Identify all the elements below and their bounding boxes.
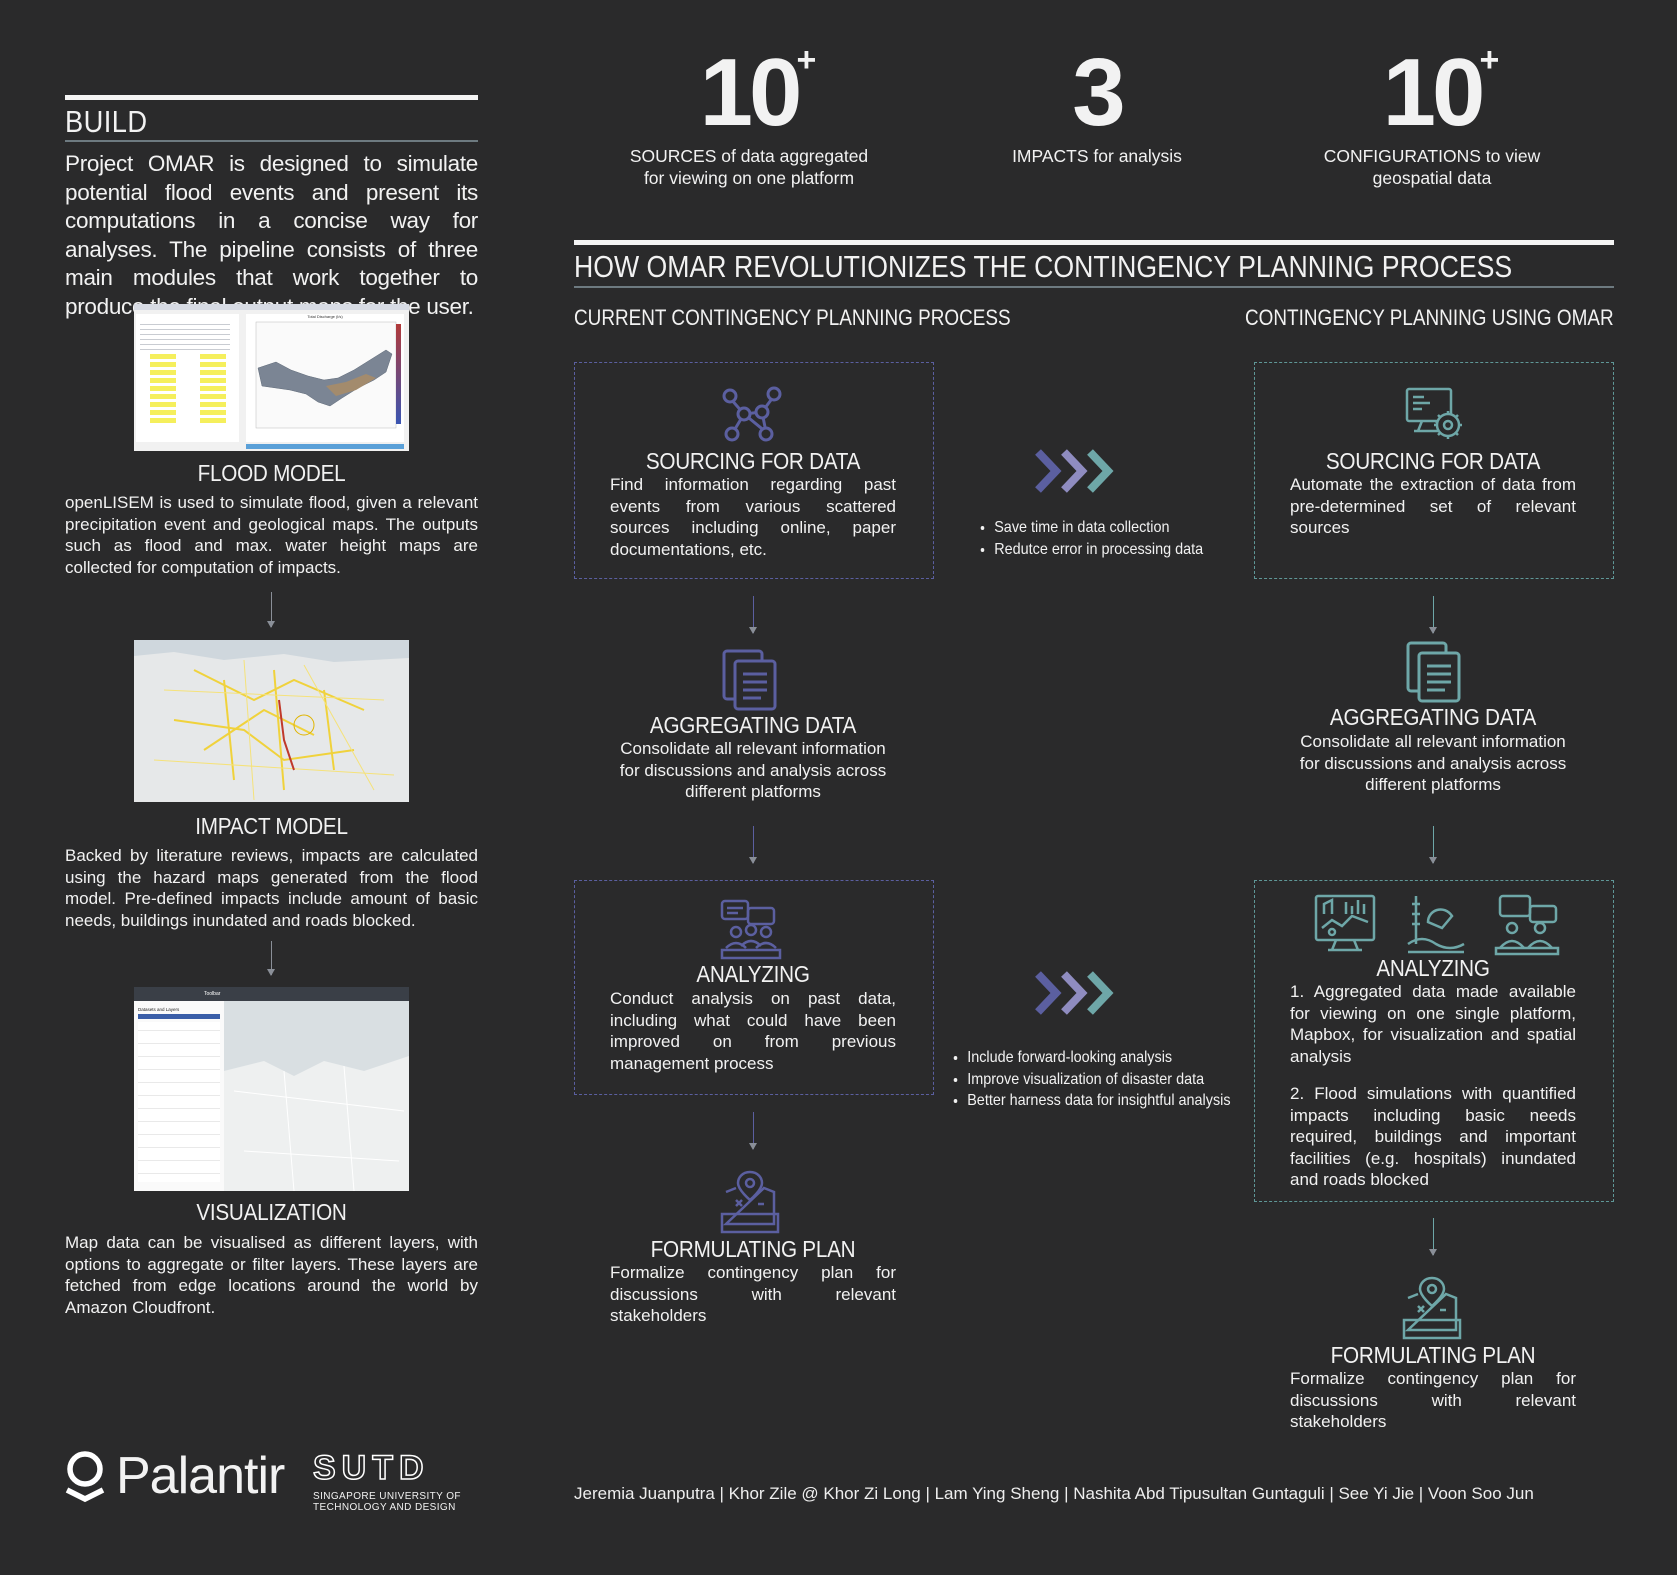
parameter-panel [136, 314, 239, 442]
omar-aggregating-title: AGGREGATING DATA [1329, 704, 1537, 730]
omar-analyzing-title: ANALYZING [1376, 955, 1490, 981]
omar-analyzing-desc-2: 2. Flood simulations with quantified imp… [1290, 1084, 1576, 1189]
benefits-list-2: Include forward-looking analysis Improve… [951, 1047, 1230, 1112]
layers-panel: Datasets and Layers [134, 1001, 224, 1191]
visualization-screenshot: Toolbar Datasets and Layers [134, 987, 409, 1191]
meeting-icon [720, 899, 782, 960]
current-plan-desc: Formalize contingency plan for discussio… [610, 1263, 896, 1325]
flow-arrow [1429, 1218, 1437, 1256]
omar-sourcing-desc: Automate the extraction of data from pre… [1290, 475, 1576, 537]
map-plan-icon [1402, 1276, 1462, 1340]
benefit-item: Redutce error in processing data [994, 539, 1203, 561]
discharge-plot: Total Discharge (l/s) [246, 314, 404, 442]
intro-text: Project OMAR is designed to simulate pot… [65, 151, 478, 319]
current-plan-title: FORMULATING PLAN [650, 1236, 856, 1262]
map-plan-icon [720, 1170, 780, 1234]
top-rule [65, 95, 478, 100]
impact-model-map [134, 640, 409, 802]
impact-model-desc: Backed by literature reviews, impacts ar… [65, 846, 478, 930]
chevron-right-icon [1035, 449, 1114, 493]
stat-impacts: 3 IMPACTS for analysis [1012, 39, 1182, 167]
computer-gear-icon [1405, 387, 1462, 439]
flood-model-title: FLOOD MODEL [197, 460, 346, 486]
current-process-heading: CURRENT CONTINGENCY PLANNING PROCESS [574, 305, 1011, 330]
documents-icon [1406, 641, 1461, 703]
current-sourcing-title: SOURCING FOR DATA [645, 448, 861, 474]
current-analyzing-box [574, 880, 934, 1095]
omar-process-heading: CONTINGENCY PLANNING USING OMAR [1245, 305, 1614, 330]
flow-arrow [749, 596, 757, 634]
network-nodes-icon [722, 386, 782, 442]
main-top-rule [574, 240, 1614, 245]
flow-arrow [1429, 826, 1437, 864]
chevron-right-icon [1035, 971, 1114, 1015]
flow-arrow [749, 826, 757, 864]
benefit-item: Better harness data for insightful analy… [967, 1090, 1230, 1112]
current-aggregating-desc: Consolidate all relevant information for… [619, 739, 887, 801]
benefit-item: Improve visualization of disaster data [967, 1069, 1230, 1091]
sutd-logo: SUTD SINGAPORE UNIVERSITY OF TECHNOLOGY … [312, 1449, 461, 1513]
build-heading: BUILD [65, 104, 148, 139]
main-title: HOW OMAR REVOLUTIONIZES THE CONTINGENCY … [574, 249, 1513, 284]
team-names: Jeremia Juanputra | Khor Zile @ Khor Zi … [574, 1484, 1534, 1503]
current-sourcing-desc: Find information regarding past events f… [610, 475, 896, 559]
omar-analyzing-box [1254, 880, 1614, 1202]
flow-arrow [267, 941, 275, 976]
visualization-title: VISUALIZATION [196, 1199, 347, 1225]
omar-aggregating-desc: Consolidate all relevant information for… [1299, 732, 1567, 794]
current-sourcing-box [574, 362, 934, 579]
flood-model-desc: openLISEM is used to simulate flood, giv… [65, 493, 478, 577]
visualization-desc: Map data can be visualised as different … [65, 1233, 478, 1317]
viz-toolbar: Toolbar [134, 987, 409, 1001]
omar-plan-title: FORMULATING PLAN [1330, 1342, 1536, 1368]
current-analyzing-desc: Conduct analysis on past data, including… [610, 989, 896, 1073]
current-aggregating-title: AGGREGATING DATA [649, 712, 857, 738]
window-titlebar [134, 304, 409, 310]
impact-model-title: IMPACT MODEL [195, 813, 348, 839]
flow-arrow [267, 592, 275, 628]
stat-sources: 10 + SOURCES of data aggregated for view… [629, 39, 869, 188]
palantir-icon [65, 1451, 105, 1503]
benefit-item: Save time in data collection [994, 517, 1203, 539]
omar-sourcing-title: SOURCING FOR DATA [1325, 448, 1541, 474]
flow-arrow [749, 1112, 757, 1150]
documents-icon [722, 649, 777, 711]
flow-arrow [1429, 596, 1437, 634]
benefit-item: Include forward-looking analysis [967, 1047, 1230, 1069]
main-title-underline [574, 286, 1614, 288]
stat-configurations: 10 + CONFIGURATIONS to view geospatial d… [1323, 39, 1541, 188]
flood-model-screenshot: Total Discharge (l/s) [134, 304, 409, 451]
omar-sourcing-box [1254, 362, 1614, 579]
current-analyzing-title: ANALYZING [696, 961, 810, 987]
status-bar [246, 444, 404, 449]
heading-underline [65, 140, 478, 142]
dashboard-icon [1314, 894, 1560, 956]
benefits-list-1: Save time in data collection Redutce err… [978, 517, 1203, 560]
omar-analyzing-desc-1: 1. Aggregated data made available for vi… [1290, 982, 1576, 1066]
omar-plan-desc: Formalize contingency plan for discussio… [1290, 1369, 1576, 1431]
